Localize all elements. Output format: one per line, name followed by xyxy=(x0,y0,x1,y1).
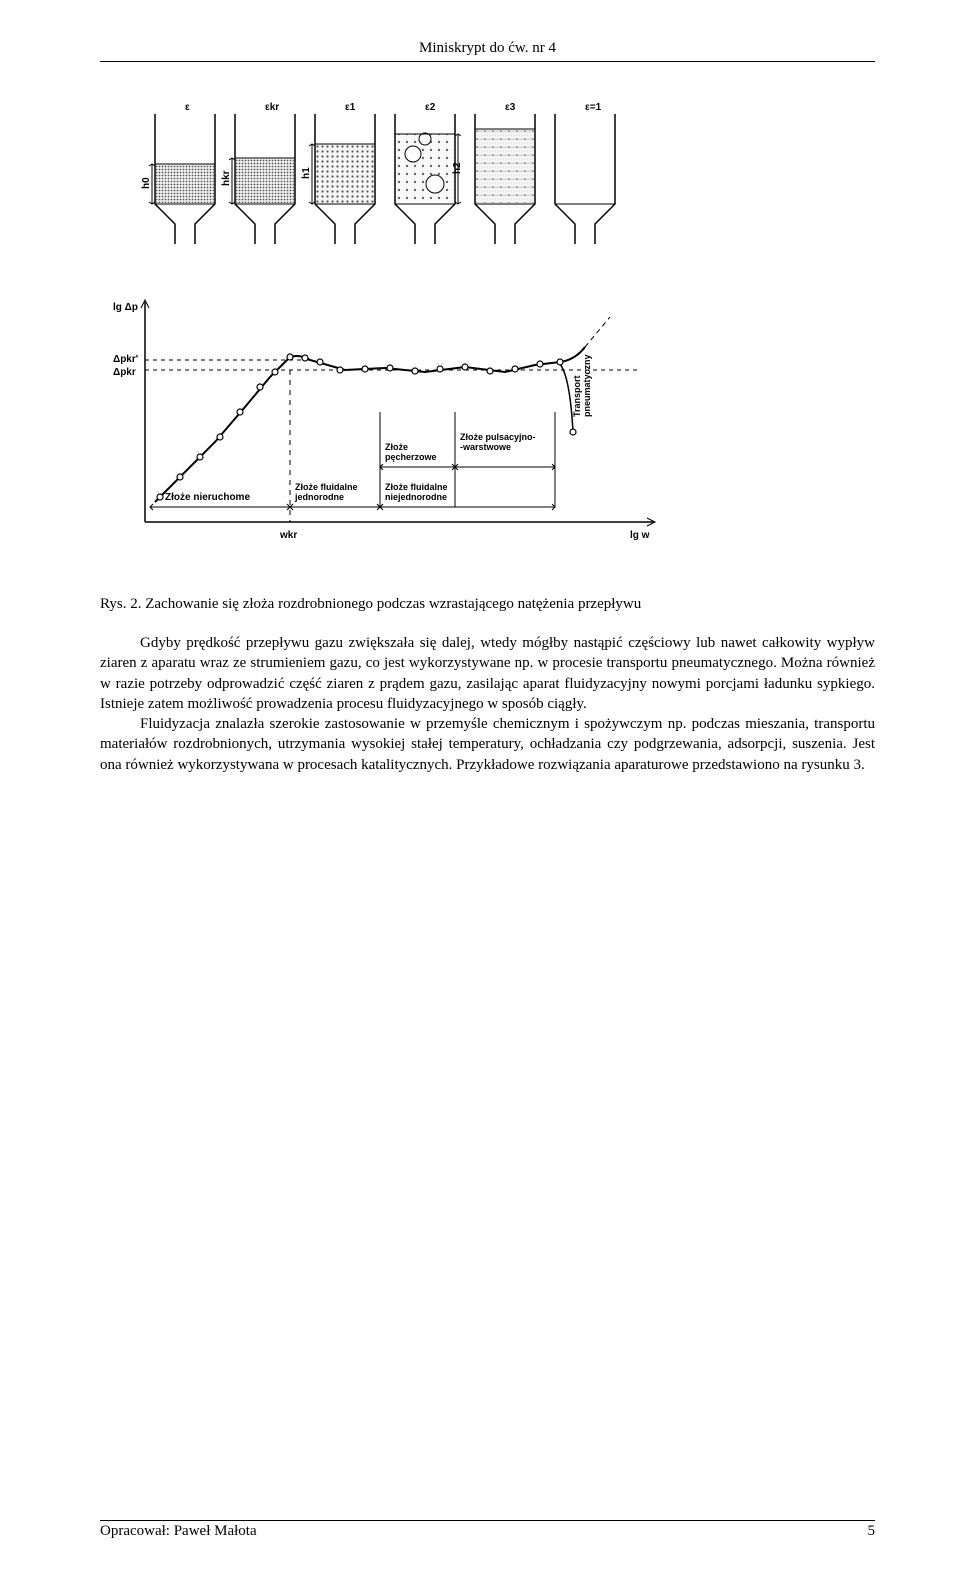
svg-text:Złoże pęcherzowe: Złoże pęcherzowe xyxy=(385,442,437,462)
svg-text:ε: ε xyxy=(185,102,190,113)
svg-text:Transport pneumatycz: Transport pneumatyczny xyxy=(572,354,592,417)
page-header: Miniskrypt do ćw. nr 4 xyxy=(100,40,875,62)
svg-text:Δpkr': Δpkr' xyxy=(113,354,138,365)
svg-text:Δpkr: Δpkr xyxy=(113,367,136,378)
page-footer: Opracował: Paweł Małota 5 xyxy=(100,1520,875,1540)
figure-caption: Rys. 2. Zachowanie się złoża rozdrobnion… xyxy=(100,596,875,613)
svg-text:ε=1: ε=1 xyxy=(585,102,602,113)
page: Miniskrypt do ćw. nr 4 xyxy=(0,0,960,1585)
header-title: Miniskrypt do ćw. nr 4 xyxy=(419,40,556,56)
vessels-row: ε εkr ε1 ε2 ε3 ε=1 h0 xyxy=(141,102,615,244)
paragraph-1: Gdyby prędkość przepływu gazu zwiększała… xyxy=(100,633,875,714)
svg-text:εkr: εkr xyxy=(265,102,279,113)
svg-text:ε3: ε3 xyxy=(505,102,516,113)
svg-text:hkr: hkr xyxy=(221,170,232,186)
svg-text:Złoże fluidalne jedn: Złoże fluidalne jednorodne xyxy=(294,482,360,502)
svg-text:Złoże fluidalne niej: Złoże fluidalne niejednorodne xyxy=(385,482,450,502)
svg-text:wkr: wkr xyxy=(279,530,297,541)
svg-text:h1: h1 xyxy=(301,167,312,179)
footer-page-number: 5 xyxy=(868,1523,876,1540)
caption-text: Rys. 2. Zachowanie się złoża rozdrobnion… xyxy=(100,596,641,612)
svg-text:lg w: lg w xyxy=(630,530,650,541)
paragraph-2: Fluidyzacja znalazła szerokie zastosowan… xyxy=(100,714,875,775)
svg-text:lg Δp: lg Δp xyxy=(113,302,138,313)
svg-text:ε1: ε1 xyxy=(345,102,356,113)
svg-text:ε2: ε2 xyxy=(425,102,436,113)
figure-2: ε εkr ε1 ε2 ε3 ε=1 h0 xyxy=(100,92,875,572)
svg-text:h0: h0 xyxy=(141,177,152,189)
svg-text:Złoże pulsacyjno- -w: Złoże pulsacyjno- -warstwowe xyxy=(460,432,538,452)
body-text: Gdyby prędkość przepływu gazu zwiększała… xyxy=(100,633,875,775)
footer-author: Opracował: Paweł Małota xyxy=(100,1523,257,1540)
svg-text:Złoże nieruchome: Złoże nieruchome xyxy=(165,492,250,503)
chart: lg Δp Δpkr' Δpkr lg w wkr xyxy=(113,300,655,541)
diagram-svg: ε εkr ε1 ε2 ε3 ε=1 h0 xyxy=(85,92,685,572)
